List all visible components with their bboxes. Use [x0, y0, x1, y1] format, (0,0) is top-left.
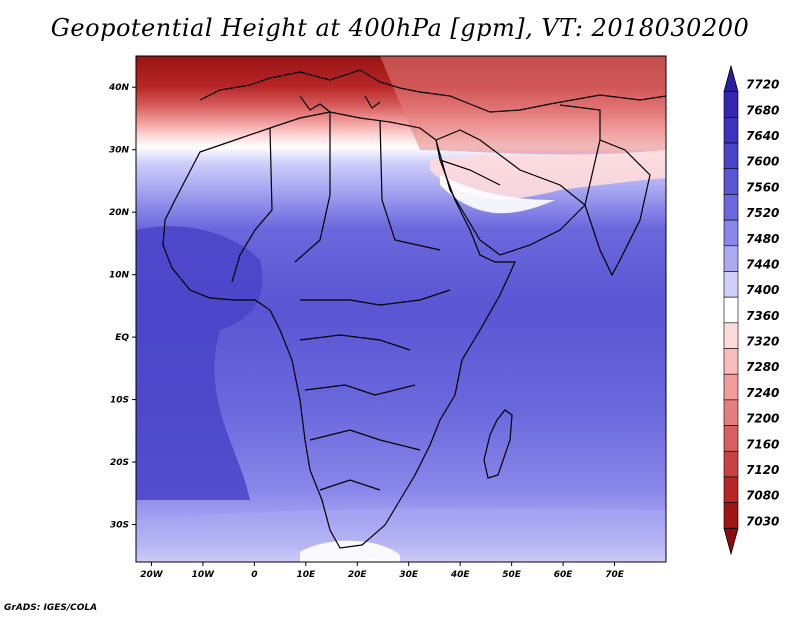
colorbar-label-7600: 7600 [746, 155, 779, 169]
lat-label-10n: 10N [109, 271, 130, 281]
colorbar-swatch [723, 219, 739, 247]
colorbar-swatch [723, 245, 739, 272]
colorbar-swatch [723, 527, 739, 556]
colorbar: 7720 7680 7640 7600 7560 7520 7480 7440 7400 7360… [723, 64, 779, 556]
lon-label-40e: 40E [450, 570, 471, 580]
colorbar-label-7240: 7240 [746, 386, 779, 400]
lat-label-40n: 40N [108, 83, 130, 93]
colorbar-swatch [723, 476, 739, 503]
lon-label-30e: 30E [399, 570, 419, 580]
colorbar-swatch [723, 322, 739, 349]
lat-label-20n: 20N [109, 208, 130, 218]
longitude-axis: 20W 10W 0 10E 20E 30E 40E 50E 60E 70E [140, 562, 625, 580]
lat-label-eq: EQ [115, 333, 129, 343]
colorbar-label-7200: 7200 [746, 412, 779, 426]
lon-label-0: 0 [251, 570, 257, 580]
colorbar-label-7080: 7080 [746, 489, 779, 503]
lat-label-30n: 30N [109, 146, 130, 156]
colorbar-label-7720: 7720 [746, 78, 779, 92]
colorbar-label-7120: 7120 [746, 463, 779, 477]
colorbar-label-7030: 7030 [746, 514, 779, 528]
colorbar-swatch [723, 91, 739, 118]
colorbar-label-7320: 7320 [746, 335, 779, 349]
colorbar-label-7440: 7440 [746, 257, 779, 271]
map-frame [135, 55, 667, 563]
lon-label-10w: 10W [192, 570, 216, 580]
colorbar-label-7360: 7360 [746, 309, 779, 323]
lat-label-10s: 10S [110, 396, 129, 406]
colorbar-swatch [723, 399, 739, 426]
coastlines-and-borders [162, 69, 666, 549]
colorbar-label-7560: 7560 [746, 180, 779, 194]
colorbar-swatch [723, 296, 739, 324]
colorbar-swatch [723, 117, 739, 144]
colorbar-swatch [723, 373, 739, 401]
colorbar-swatch [723, 348, 739, 375]
map-title: Geopotential Height at 400hPa [gpm], VT:… [50, 14, 750, 42]
lat-label-20s: 20S [110, 458, 129, 468]
lon-label-60e: 60E [554, 570, 574, 580]
grads-credit: GrADS: IGES/COLA [4, 603, 98, 613]
colorbar-swatch [723, 64, 739, 93]
colorbar-label-7280: 7280 [746, 360, 779, 374]
colorbar-swatch [723, 271, 739, 298]
colorbar-label-7640: 7640 [746, 129, 779, 143]
lon-label-20w: 20W [140, 570, 164, 580]
lat-label-30s: 30S [110, 521, 129, 531]
colorbar-swatch [723, 502, 739, 529]
colorbar-swatch [723, 450, 739, 478]
colorbar-label-7160: 7160 [746, 437, 779, 451]
lon-label-70e: 70E [605, 570, 625, 580]
geopotential-field [136, 56, 666, 562]
colorbar-label-7400: 7400 [746, 283, 779, 297]
colorbar-swatch [723, 194, 739, 221]
lon-label-20e: 20E [348, 570, 368, 580]
latitude-axis: 40N 30N 20N 10N EQ 10S 20S 30S [108, 83, 136, 531]
colorbar-label-7520: 7520 [746, 206, 779, 220]
colorbar-swatch [723, 168, 739, 195]
colorbar-label-7680: 7680 [746, 103, 779, 117]
lon-label-10e: 10E [296, 570, 316, 580]
colorbar-swatch [723, 142, 739, 170]
colorbar-label-7480: 7480 [746, 232, 779, 246]
colorbar-swatch [723, 425, 739, 452]
lon-label-50e: 50E [502, 570, 522, 580]
